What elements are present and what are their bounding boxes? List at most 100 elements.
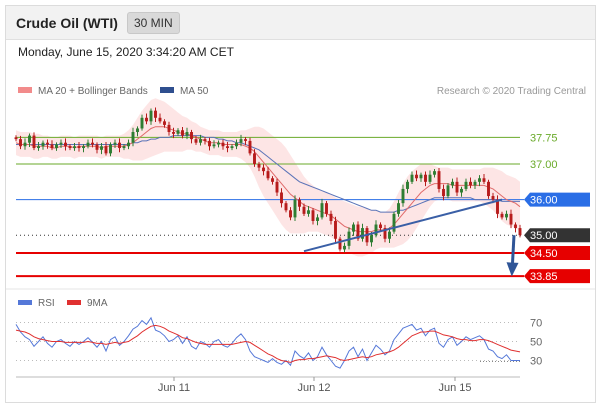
candle-body bbox=[46, 142, 49, 145]
candle-body bbox=[352, 224, 355, 232]
candle-body bbox=[514, 224, 517, 229]
candle-body bbox=[410, 174, 414, 182]
candle-body bbox=[361, 228, 364, 239]
candle-body bbox=[482, 178, 486, 182]
candle-body bbox=[163, 121, 166, 125]
candle-body bbox=[230, 146, 234, 149]
level-tag-36.00 bbox=[524, 192, 590, 207]
candle-body bbox=[95, 144, 99, 150]
candle-body bbox=[217, 142, 220, 145]
rsi-tick-label: 70 bbox=[530, 318, 542, 330]
candle-body bbox=[289, 210, 292, 218]
copyright-text: Research © 2020 Trading Central bbox=[437, 86, 586, 97]
candle-body bbox=[194, 139, 198, 143]
candle-body bbox=[55, 144, 58, 149]
level-tag-35.00 bbox=[524, 228, 590, 243]
candle-body bbox=[469, 181, 472, 186]
candle-body bbox=[221, 142, 225, 147]
rsi-plot: 70 50 30 bbox=[15, 316, 542, 369]
x-tick-label: Jun 11 bbox=[158, 382, 190, 394]
legend-swatch-ma50 bbox=[160, 87, 174, 93]
rsi-tick-label: 30 bbox=[530, 356, 542, 368]
candle-body bbox=[334, 220, 337, 239]
legend-label-ma20: MA 20 + Bollinger Bands bbox=[38, 86, 148, 97]
candle-body bbox=[212, 144, 216, 147]
candle-body bbox=[455, 181, 459, 193]
candle-body bbox=[158, 117, 162, 122]
candle-body bbox=[478, 178, 481, 182]
candle-body bbox=[397, 203, 400, 214]
candle-body bbox=[19, 139, 22, 147]
candle-body bbox=[383, 228, 387, 239]
candle-body bbox=[149, 110, 153, 122]
candle-body bbox=[437, 171, 441, 189]
legend-label-rsi: RSI bbox=[38, 298, 55, 309]
candle-body bbox=[446, 185, 450, 197]
candle-body bbox=[370, 235, 373, 243]
level-label-37.75: 37.75 bbox=[530, 132, 558, 144]
widget-header: Crude Oil (WTI) 30 MIN bbox=[6, 6, 595, 40]
candle-body bbox=[109, 144, 112, 154]
ma50-line bbox=[16, 135, 520, 213]
candle-body bbox=[298, 199, 301, 207]
candle-body bbox=[86, 142, 90, 147]
candle-body bbox=[248, 140, 252, 154]
candle-body bbox=[329, 213, 333, 221]
candle-body bbox=[451, 181, 454, 186]
forecast-arrow-head bbox=[506, 262, 519, 277]
trend-line bbox=[303, 198, 503, 253]
candle-body bbox=[392, 213, 396, 232]
candle-body bbox=[257, 164, 261, 168]
candle-body bbox=[226, 146, 229, 149]
candle-body bbox=[343, 245, 346, 250]
instrument-title: Crude Oil (WTI) bbox=[16, 15, 118, 31]
candle-body bbox=[401, 188, 405, 204]
candle-body bbox=[473, 181, 477, 186]
candle-body bbox=[181, 130, 184, 136]
candle-body bbox=[208, 140, 211, 147]
candle-body bbox=[320, 203, 324, 218]
candle-body bbox=[406, 181, 409, 189]
candle-body bbox=[32, 135, 36, 149]
chart-datetime: Monday, June 15, 2020 3:34:20 AM CET bbox=[18, 45, 234, 59]
legend-swatch-rsi bbox=[18, 300, 32, 305]
candle-body bbox=[73, 146, 76, 149]
candle-body bbox=[37, 146, 40, 149]
candle-body bbox=[316, 217, 319, 221]
level-label-37.00: 37.00 bbox=[530, 159, 558, 171]
candle-body bbox=[68, 146, 72, 149]
x-tick-label: Jun 12 bbox=[297, 382, 330, 394]
candle-body bbox=[82, 146, 85, 149]
candle-body bbox=[433, 171, 436, 175]
candle-body bbox=[262, 167, 265, 172]
level-tag-34.50 bbox=[524, 245, 590, 260]
candle-body bbox=[500, 213, 504, 218]
candle-body bbox=[199, 139, 202, 143]
candle-body bbox=[176, 130, 180, 134]
candle-body bbox=[41, 142, 45, 147]
candle-body bbox=[91, 142, 94, 145]
candle-body bbox=[172, 132, 175, 134]
candle-body bbox=[100, 146, 103, 150]
candle-body bbox=[122, 146, 126, 149]
candle-body bbox=[509, 213, 513, 225]
candle-body bbox=[307, 210, 310, 214]
candle-body bbox=[280, 192, 283, 204]
timeframe-badge[interactable]: 30 MIN bbox=[127, 12, 180, 34]
candle-body bbox=[379, 224, 382, 229]
candle-body bbox=[118, 142, 121, 149]
candle-body bbox=[505, 213, 508, 218]
candle-body bbox=[59, 142, 63, 145]
legend-label-9ma: 9MA bbox=[87, 298, 108, 309]
candle-body bbox=[244, 139, 247, 141]
level-label-33.85: 33.85 bbox=[530, 271, 558, 283]
candle-body bbox=[374, 224, 378, 236]
candle-body bbox=[518, 228, 522, 236]
candle-body bbox=[293, 199, 297, 218]
legend-swatch-9ma bbox=[67, 300, 81, 305]
level-label-35.00: 35.00 bbox=[530, 230, 558, 242]
candle-body bbox=[104, 146, 108, 154]
legend-label-ma50: MA 50 bbox=[180, 86, 209, 97]
candle-body bbox=[491, 196, 495, 200]
